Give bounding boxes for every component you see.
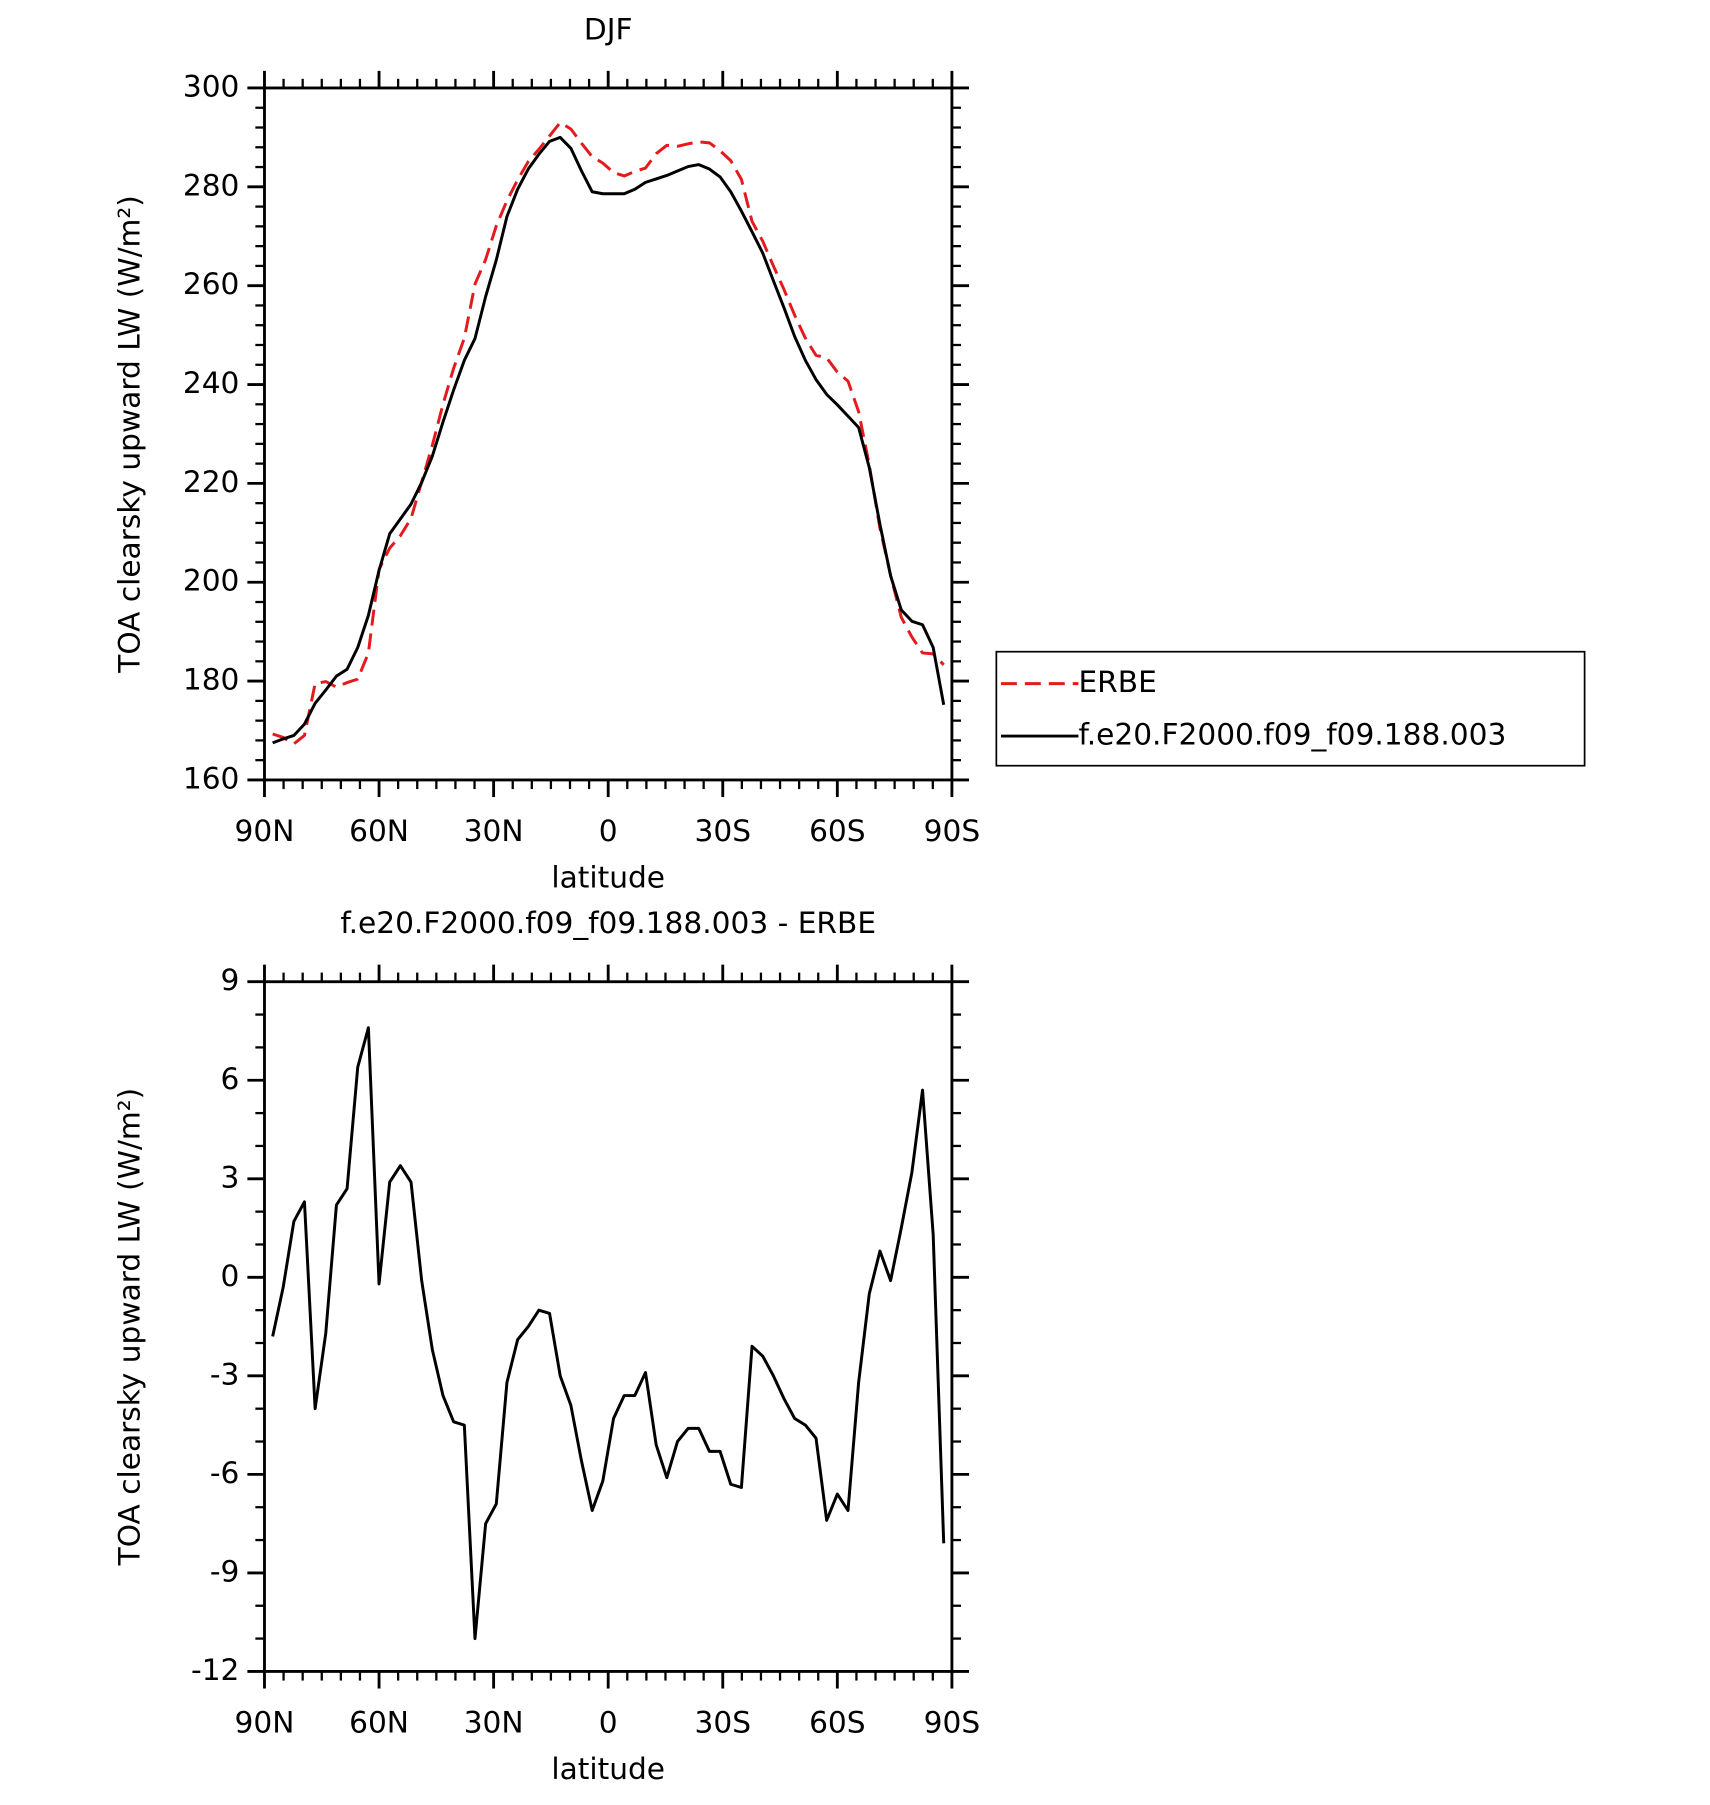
y-tick-label: 180	[183, 662, 240, 697]
y-tick-label: -9	[210, 1553, 240, 1588]
y-tick-label: 260	[183, 266, 240, 301]
y-tick-label: -3	[210, 1356, 240, 1391]
x-tick-label: 90N	[235, 813, 295, 848]
y-tick-label: 280	[183, 167, 240, 202]
x-tick-label: 60N	[349, 813, 409, 848]
y-tick-label: -6	[210, 1455, 240, 1490]
x-axis-label: latitude	[551, 860, 665, 895]
y-tick-label: 160	[183, 760, 240, 795]
x-tick-label: 0	[599, 1704, 618, 1739]
plot-frame	[263, 86, 954, 782]
data-line	[272, 121, 945, 746]
x-tick-label: 30S	[695, 813, 752, 848]
y-tick-label: 6	[221, 1061, 240, 1096]
x-tick-label: 30S	[695, 1704, 752, 1739]
legend-label: ERBE	[1078, 664, 1156, 699]
x-tick-label: 90N	[235, 1704, 295, 1739]
y-tick-label: -12	[191, 1652, 239, 1687]
y-axis-label: TOA clearsky upward LW (W/m²)	[112, 195, 147, 674]
legend-label: f.e20.F2000.f09_f09.188.003	[1078, 717, 1506, 752]
plot-frame	[263, 980, 954, 1673]
y-tick-label: 3	[221, 1159, 240, 1194]
x-tick-label: 30N	[464, 813, 524, 848]
y-tick-label: 200	[183, 563, 240, 598]
y-tick-label: 220	[183, 464, 240, 499]
x-tick-label: 60S	[809, 813, 866, 848]
y-tick-label: 300	[183, 68, 240, 103]
legend-box	[995, 650, 1586, 767]
x-tick-label: 0	[599, 813, 618, 848]
data-line	[271, 1026, 946, 1641]
y-tick-label: 0	[221, 1258, 240, 1293]
x-tick-label: 90S	[924, 813, 981, 848]
x-tick-label: 60N	[349, 1704, 409, 1739]
chart-title: DJF	[584, 11, 633, 46]
y-axis-label: TOA clearsky upward LW (W/m²)	[112, 1088, 147, 1567]
y-tick-label: 9	[221, 962, 240, 997]
x-tick-label: 60S	[809, 1704, 866, 1739]
y-tick-label: 240	[183, 365, 240, 400]
x-tick-label: 90S	[924, 1704, 981, 1739]
data-line	[272, 135, 946, 745]
chart-title: f.e20.F2000.f09_f09.188.003 - ERBE	[340, 905, 876, 940]
x-tick-label: 30N	[464, 1704, 524, 1739]
x-axis-label: latitude	[551, 1751, 665, 1786]
